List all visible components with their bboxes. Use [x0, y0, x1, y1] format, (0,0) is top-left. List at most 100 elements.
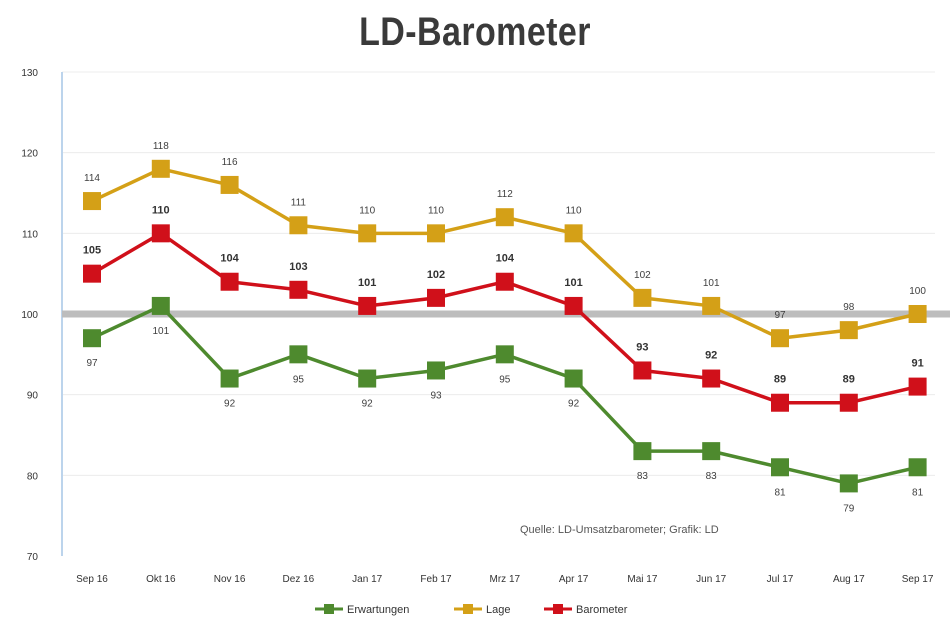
- data-label: 110: [359, 205, 375, 216]
- data-point: [839, 474, 858, 493]
- data-point: [151, 296, 170, 315]
- x-tick-label: Mai 17: [627, 574, 657, 585]
- y-tick-label: 70: [27, 552, 39, 563]
- data-point: [908, 377, 927, 396]
- data-label: 93: [636, 341, 648, 353]
- data-point: [220, 272, 239, 291]
- data-point: [702, 442, 721, 461]
- y-tick-label: 130: [21, 68, 38, 79]
- x-tick-label: Jan 17: [352, 574, 382, 585]
- data-label: 95: [499, 374, 511, 385]
- legend-swatch-marker: [324, 604, 334, 614]
- data-point: [83, 264, 101, 283]
- data-label: 95: [293, 374, 305, 385]
- x-tick-label: Sep 17: [902, 574, 934, 585]
- data-label: 104: [496, 253, 515, 265]
- data-label: 104: [220, 253, 239, 265]
- data-label: 79: [843, 503, 855, 514]
- legend-swatch-marker: [553, 604, 563, 614]
- data-label: 118: [153, 141, 169, 152]
- data-point: [495, 208, 514, 227]
- data-label: 114: [84, 173, 100, 184]
- x-tick-label: Dez 16: [283, 574, 315, 585]
- data-label: 101: [564, 277, 582, 289]
- data-label: 81: [774, 487, 786, 498]
- data-label: 93: [430, 390, 442, 401]
- data-label: 92: [568, 399, 580, 410]
- x-tick-label: Jul 17: [767, 574, 794, 585]
- data-label: 83: [637, 471, 649, 482]
- data-point: [358, 369, 377, 388]
- y-tick-label: 100: [21, 310, 38, 321]
- data-label: 97: [86, 358, 98, 369]
- data-point: [564, 296, 583, 315]
- data-point: [564, 369, 583, 388]
- data-label: 101: [358, 277, 376, 289]
- x-tick-label: Sep 16: [76, 574, 108, 585]
- data-point: [83, 192, 101, 211]
- data-point: [771, 329, 789, 348]
- data-label: 111: [291, 197, 307, 208]
- data-point: [151, 159, 170, 178]
- data-label: 110: [152, 204, 170, 216]
- data-label: 103: [289, 261, 307, 273]
- data-point: [564, 224, 583, 243]
- x-tick-label: Aug 17: [833, 574, 865, 585]
- data-point: [495, 272, 514, 291]
- chart-title: LD-Barometer: [359, 10, 591, 54]
- data-point: [358, 296, 377, 315]
- data-label: 92: [705, 350, 717, 362]
- data-label: 92: [362, 399, 374, 410]
- source-annotation: Quelle: LD-Umsatzbarometer; Grafik: LD: [520, 524, 719, 536]
- legend-label: Barometer: [576, 604, 628, 616]
- data-point: [908, 458, 927, 477]
- data-point: [495, 345, 514, 364]
- y-tick-label: 90: [27, 391, 39, 402]
- data-label: 101: [152, 326, 169, 337]
- y-tick-label: 110: [22, 229, 38, 240]
- data-point: [771, 458, 789, 477]
- data-label: 81: [912, 487, 924, 498]
- data-point: [220, 175, 239, 194]
- y-tick-label: 120: [21, 149, 38, 160]
- legend-swatch-marker: [463, 604, 473, 614]
- data-label: 91: [911, 358, 923, 370]
- data-point: [427, 288, 445, 307]
- data-label: 92: [224, 399, 236, 410]
- data-point: [702, 369, 721, 388]
- x-tick-label: Apr 17: [559, 574, 589, 585]
- data-point: [839, 321, 858, 340]
- data-label: 102: [427, 269, 445, 281]
- data-label: 110: [566, 205, 582, 216]
- legend-label: Lage: [486, 604, 510, 616]
- data-label: 97: [774, 310, 786, 321]
- data-point: [289, 216, 308, 235]
- x-tick-label: Okt 16: [146, 574, 176, 585]
- data-point: [220, 369, 239, 388]
- data-point: [289, 280, 308, 299]
- data-point: [633, 288, 652, 307]
- legend-label: Erwartungen: [347, 604, 409, 616]
- data-label: 89: [843, 374, 855, 386]
- data-label: 98: [843, 302, 855, 313]
- data-point: [771, 393, 789, 412]
- data-label: 116: [222, 157, 238, 168]
- x-tick-label: Nov 16: [214, 574, 246, 585]
- data-label: 89: [774, 374, 786, 386]
- x-tick-label: Feb 17: [420, 574, 452, 585]
- data-label: 102: [634, 270, 651, 281]
- data-point: [427, 224, 445, 243]
- data-label: 100: [909, 286, 926, 297]
- data-label: 101: [703, 278, 720, 289]
- data-point: [839, 393, 858, 412]
- data-label: 105: [83, 245, 101, 257]
- data-label: 112: [497, 189, 513, 200]
- data-label: 83: [706, 471, 718, 482]
- data-point: [427, 361, 445, 380]
- data-point: [151, 224, 170, 243]
- x-tick-label: Mrz 17: [490, 574, 521, 585]
- data-point: [358, 224, 377, 243]
- y-tick-label: 80: [27, 471, 39, 482]
